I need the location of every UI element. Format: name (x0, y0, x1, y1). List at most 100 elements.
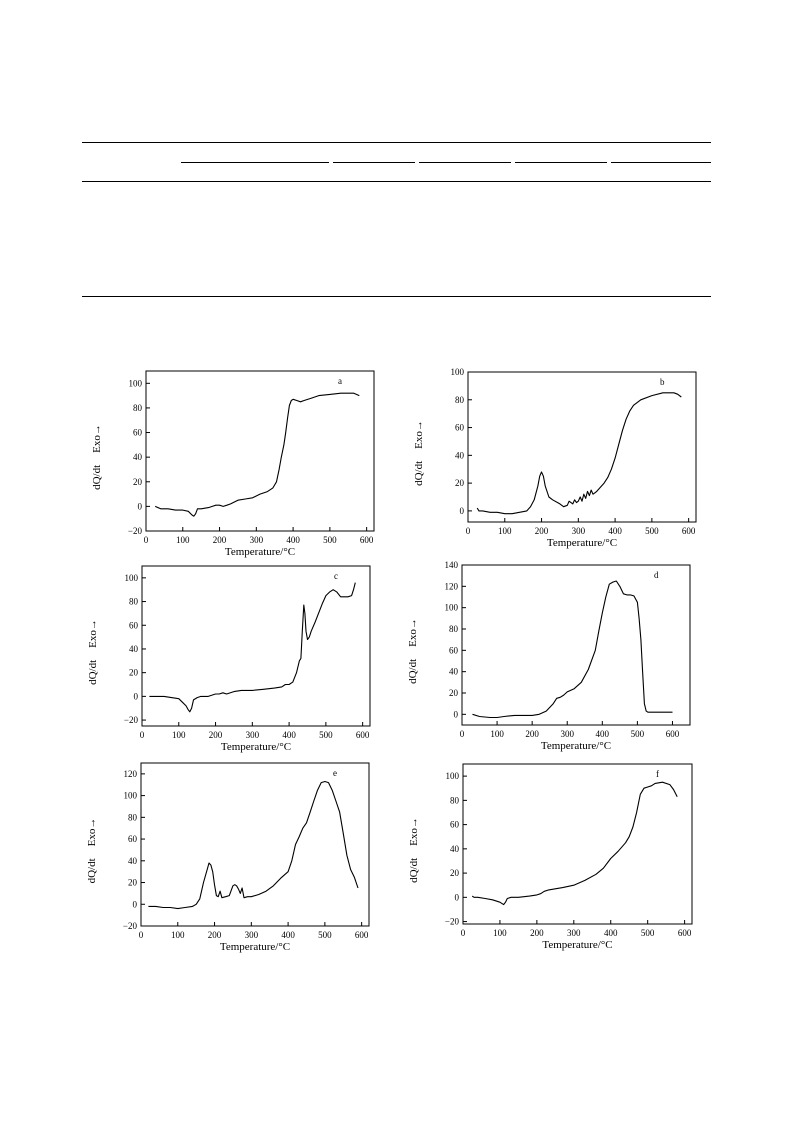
x-tick-label: 500 (645, 526, 659, 536)
dsc-curve (471, 781, 678, 906)
x-tick-label: 300 (560, 729, 574, 739)
y-axis-label: dQ/dt Exo→ (407, 618, 419, 684)
y-axis-label-exo: Exo→ (407, 618, 419, 647)
x-tick-label: 100 (172, 730, 186, 740)
x-tick-label: 400 (608, 526, 622, 536)
x-tick-label: 600 (682, 526, 696, 536)
y-tick-label: 40 (133, 452, 143, 462)
y-tick-label: 0 (455, 892, 460, 902)
y-tick-label: 140 (445, 560, 459, 570)
table-subheader-rule-3 (419, 162, 511, 163)
y-axis-label-main: dQ/dt (408, 858, 420, 883)
y-tick-label: 60 (128, 834, 138, 844)
table-subheader-rule-2 (333, 162, 415, 163)
y-tick-label: 60 (133, 428, 143, 438)
x-tick-label: 0 (461, 928, 466, 938)
y-axis-label: dQ/dt Exo→ (91, 424, 103, 490)
x-tick-label: 300 (246, 730, 260, 740)
x-axis-label: Temperature/°C (220, 941, 290, 953)
x-axis-label: Temperature/°C (221, 741, 291, 753)
y-axis-label: dQ/dt Exo→ (86, 818, 98, 884)
x-tick-label: 100 (490, 729, 504, 739)
y-tick-label: 60 (450, 820, 460, 830)
y-tick-label: 0 (460, 506, 465, 516)
x-tick-label: 600 (678, 928, 692, 938)
y-tick-label: −20 (123, 921, 138, 931)
x-tick-label: 0 (466, 526, 471, 536)
x-tick-label: 400 (604, 928, 618, 938)
y-axis-label-main: dQ/dt (87, 660, 99, 685)
y-tick-label: 40 (455, 450, 465, 460)
y-tick-label: 40 (450, 844, 460, 854)
dsc-curve (472, 580, 673, 719)
y-tick-label: 80 (449, 624, 459, 634)
y-tick-label: 0 (133, 899, 138, 909)
y-tick-label: 80 (450, 795, 460, 805)
y-axis-label-main: dQ/dt (413, 461, 425, 486)
x-tick-label: 600 (356, 730, 370, 740)
plot-frame (462, 763, 693, 925)
y-tick-label: −20 (445, 917, 460, 927)
y-axis-label-main: dQ/dt (86, 858, 98, 883)
panel-label: a (338, 376, 342, 386)
y-tick-label: 100 (125, 573, 139, 583)
x-tick-label: 500 (631, 729, 645, 739)
x-axis-label: Temperature/°C (541, 740, 611, 752)
x-tick-label: 500 (318, 930, 332, 940)
table-subheader-rule-1 (181, 162, 329, 163)
x-tick-label: 200 (530, 928, 544, 938)
y-tick-label: 100 (124, 791, 138, 801)
x-tick-label: 200 (209, 730, 223, 740)
y-tick-label: 20 (450, 868, 460, 878)
x-tick-label: 500 (323, 535, 337, 545)
panel-label: f (656, 769, 659, 779)
x-tick-label: 300 (245, 930, 259, 940)
x-axis-label: Temperature/°C (225, 546, 295, 558)
y-tick-label: 100 (129, 378, 143, 388)
y-axis-label-exo: Exo→ (87, 619, 99, 648)
y-axis-label-exo: Exo→ (408, 817, 420, 846)
x-tick-label: 200 (213, 535, 227, 545)
x-tick-label: 600 (360, 535, 374, 545)
y-tick-label: 40 (129, 644, 139, 654)
y-tick-label: 100 (445, 603, 459, 613)
x-tick-label: 200 (525, 729, 539, 739)
x-tick-label: 200 (535, 526, 549, 536)
y-tick-label: 20 (129, 668, 139, 678)
x-tick-label: 500 (641, 928, 655, 938)
y-axis-label: dQ/dt Exo→ (87, 619, 99, 685)
table-subheader-rule-4 (515, 162, 607, 163)
x-tick-label: 200 (208, 930, 222, 940)
y-tick-label: 100 (451, 367, 465, 377)
panel-label: e (333, 768, 337, 778)
plot-frame (467, 371, 697, 523)
y-tick-label: −20 (124, 715, 139, 725)
x-tick-label: 600 (355, 930, 369, 940)
y-tick-label: 0 (134, 691, 139, 701)
x-tick-label: 400 (282, 730, 296, 740)
dsc-curve (148, 780, 359, 910)
panel-label: d (654, 570, 659, 580)
y-axis-label-main: dQ/dt (407, 659, 419, 684)
x-tick-label: 300 (572, 526, 586, 536)
y-axis-label: dQ/dt Exo→ (413, 420, 425, 486)
x-tick-label: 100 (493, 928, 507, 938)
y-tick-label: 40 (128, 856, 138, 866)
y-tick-label: 0 (454, 709, 459, 719)
x-tick-label: 400 (281, 930, 295, 940)
x-tick-label: 100 (176, 535, 190, 545)
y-tick-label: 0 (138, 501, 143, 511)
x-tick-label: 0 (144, 535, 149, 545)
x-axis-label: Temperature/°C (542, 939, 612, 951)
y-tick-label: 60 (449, 645, 459, 655)
plot-frame (145, 370, 375, 532)
y-tick-label: 80 (455, 395, 465, 405)
plot-frame (461, 564, 691, 726)
y-tick-label: 120 (445, 581, 459, 591)
x-tick-label: 100 (171, 930, 185, 940)
